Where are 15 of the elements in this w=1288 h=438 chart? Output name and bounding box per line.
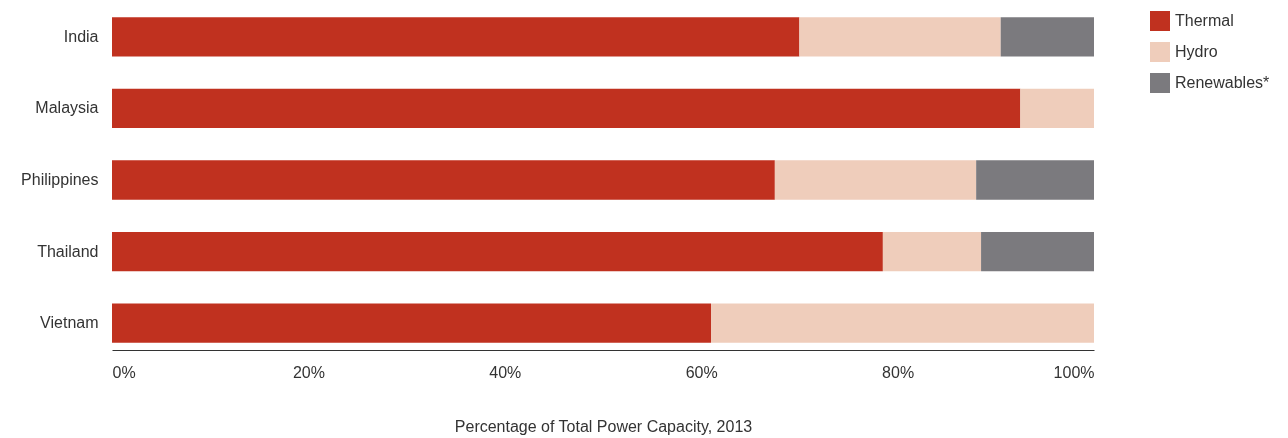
y-tick-label: Thailand [37,242,99,260]
x-tick-label: 100% [1053,363,1095,381]
y-tick-label: Philippines [21,171,99,188]
x-tick-label: 40% [489,363,522,381]
legend-label: Hydro [1175,43,1218,60]
y-tick-label: Vietnam [40,314,99,332]
x-tick-label: 0% [112,363,136,381]
legend-label: Renewables* [1175,74,1270,91]
x-tick-label: 80% [882,363,915,381]
x-tick-label: 60% [685,363,718,381]
y-tick-label: Malaysia [35,99,99,117]
x-tick-label: 20% [292,363,325,381]
legend-label: Thermal [1175,12,1234,29]
x-axis-title: Percentage of Total Power Capacity, 2013 [454,417,753,435]
y-tick-label: India [63,27,99,45]
